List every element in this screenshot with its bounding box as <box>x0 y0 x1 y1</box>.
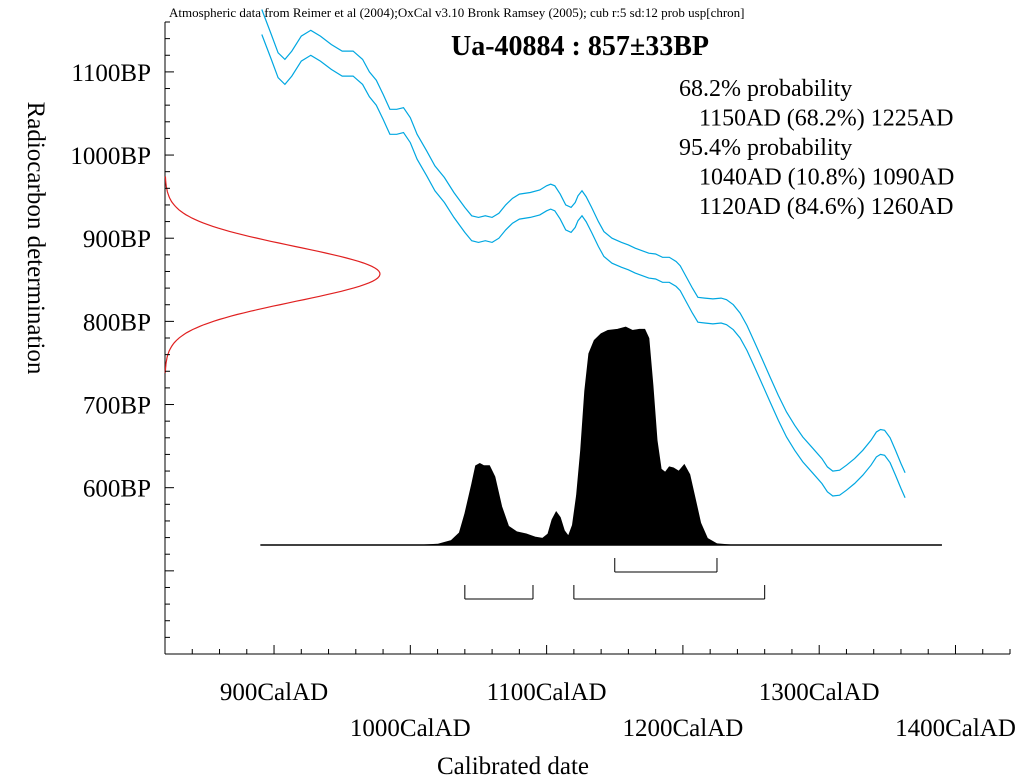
probability-ranges-text: 68.2% probability 1150AD (68.2%) 1225AD 95… <box>679 76 954 220</box>
distribution-area <box>260 326 942 546</box>
probability-line: 1150AD (68.2%) 1225AD <box>699 106 953 132</box>
probability-line: 68.2% probability <box>679 76 852 102</box>
calibration-curve <box>261 9 906 498</box>
x-tick-label: 900CalAD <box>220 679 328 706</box>
chart-header: Atmospheric data from Reimer et al (2004… <box>169 5 745 20</box>
y-axis-label: Radiocarbon determination <box>22 102 49 375</box>
plot-area: 600BP 700BP 800BP 900BP 1000BP 1100BP 900CalA… <box>70 9 1016 742</box>
range-bracket-95 <box>573 585 766 600</box>
chart-title: Ua-40884 : 857±33BP <box>451 31 709 62</box>
y-tick-label: 1100BP <box>71 60 151 87</box>
y-tick-label: 900BP <box>83 226 151 253</box>
x-tick-label: 1100CalAD <box>487 679 607 706</box>
measurement-distribution <box>164 176 381 373</box>
y-tick-label: 600BP <box>83 476 151 503</box>
probability-line: 95.4% probability <box>679 135 852 161</box>
x-tick-label: 1000CalAD <box>350 715 471 742</box>
x-axis: 900CalAD 1000CalAD 1100CalAD 1200CalAD 1300C… <box>191 645 1016 742</box>
x-axis-label: Calibrated date <box>437 753 589 780</box>
range-bracket-95 <box>464 585 534 600</box>
y-axis: 600BP 700BP 800BP 900BP 1000BP 1100BP <box>70 21 174 655</box>
probability-range-brackets <box>464 558 766 600</box>
x-tick-label: 1300CalAD <box>759 679 880 706</box>
y-tick-label: 800BP <box>83 309 151 336</box>
probability-line: 1120AD (84.6%) 1260AD <box>699 194 953 220</box>
range-bracket-68 <box>614 558 718 573</box>
y-tick-label: 700BP <box>83 393 151 420</box>
curve-upper-line <box>261 9 906 473</box>
x-tick-label: 1200CalAD <box>622 715 743 742</box>
x-tick-label: 1400CalAD <box>895 715 1016 742</box>
measurement-curve <box>164 176 381 373</box>
probability-line: 1040AD (10.8%) 1090AD <box>699 165 954 191</box>
calibrated-distribution <box>260 326 942 546</box>
y-tick-label: 1000BP <box>70 143 151 170</box>
curve-lower-line <box>261 34 906 498</box>
